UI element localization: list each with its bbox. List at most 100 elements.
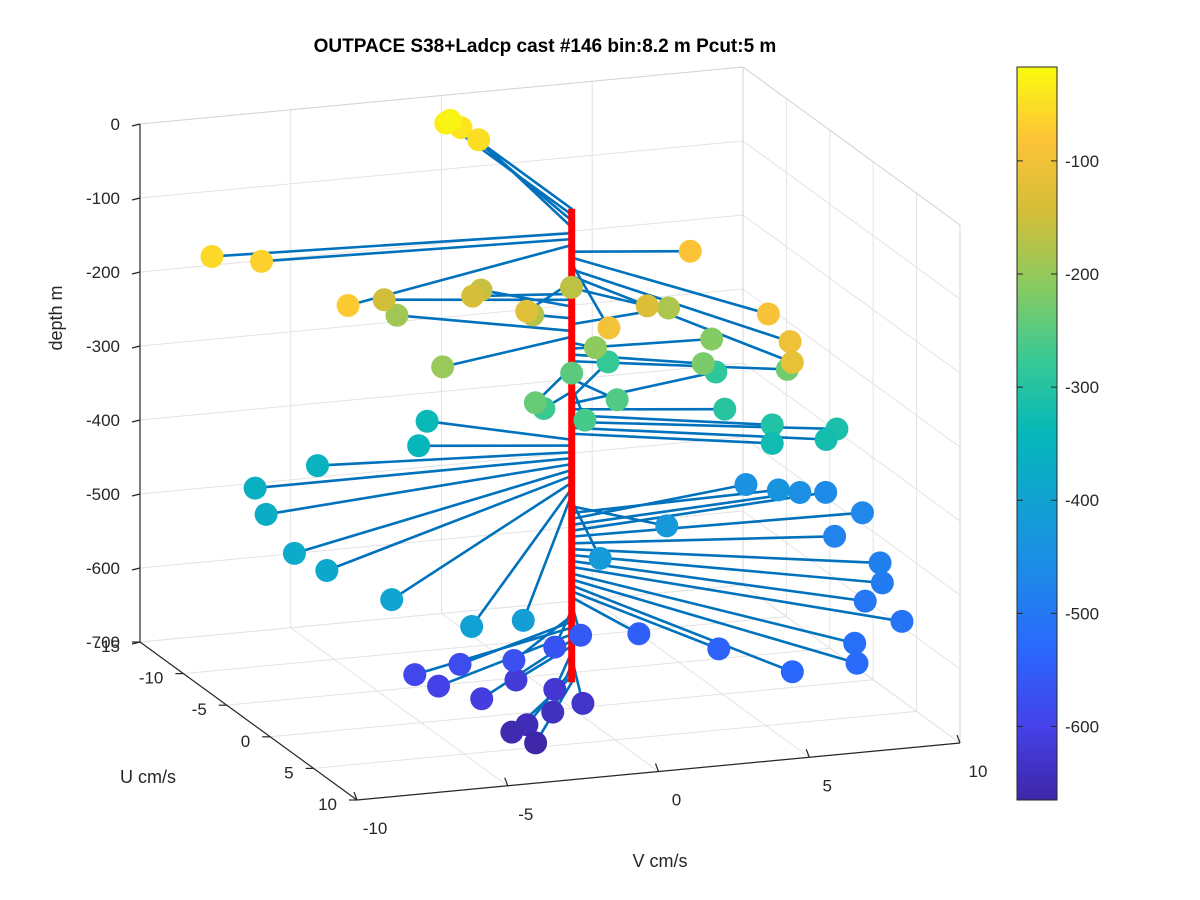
data-point bbox=[788, 481, 812, 504]
velocity-stick bbox=[570, 553, 884, 585]
velocity-stick bbox=[260, 237, 574, 263]
velocity-stick bbox=[570, 426, 828, 441]
data-point bbox=[461, 284, 485, 308]
box-edge-top-side bbox=[742, 66, 961, 226]
data-point bbox=[778, 330, 802, 354]
data-point bbox=[707, 637, 731, 661]
data-point bbox=[504, 668, 528, 692]
data-point bbox=[523, 391, 547, 415]
grid-line-back-z bbox=[139, 436, 744, 495]
y-tick-label: -15 bbox=[95, 637, 120, 656]
data-point bbox=[627, 622, 651, 646]
y-tick-label: 5 bbox=[284, 763, 293, 782]
velocity-stick bbox=[210, 231, 574, 258]
colorbar-tick-label: -600 bbox=[1065, 717, 1099, 736]
data-point bbox=[853, 589, 877, 613]
data-point bbox=[250, 249, 274, 273]
z-tick-label: -400 bbox=[86, 411, 120, 430]
data-point bbox=[543, 677, 567, 701]
data-point bbox=[438, 108, 462, 132]
data-point bbox=[766, 478, 790, 502]
velocity-stick bbox=[570, 595, 641, 636]
velocity-stick bbox=[325, 474, 574, 572]
grid-line-side-z bbox=[742, 214, 961, 374]
data-point bbox=[502, 649, 526, 673]
colorbar-tick-label: -100 bbox=[1065, 152, 1099, 171]
grid-line-side-z bbox=[742, 362, 961, 522]
box-edge-top-back bbox=[139, 66, 744, 125]
data-point bbox=[870, 571, 894, 595]
x-tick-label: 5 bbox=[823, 776, 832, 795]
data-point bbox=[470, 687, 494, 711]
grid-line-side-z bbox=[742, 140, 961, 300]
data-point bbox=[560, 361, 584, 385]
y-tick-label: -10 bbox=[139, 669, 164, 688]
y-axis-label: U cm/s bbox=[120, 767, 176, 787]
velocity-stick bbox=[570, 559, 867, 603]
y-tick-label: -5 bbox=[192, 700, 207, 719]
data-points bbox=[200, 108, 914, 755]
z-tick-mark bbox=[131, 493, 141, 497]
data-point bbox=[655, 514, 679, 538]
grid-line-floor-u bbox=[226, 647, 830, 706]
data-point bbox=[868, 551, 892, 575]
data-point bbox=[691, 352, 715, 376]
z-axis-label: depth m bbox=[46, 285, 66, 350]
data-point bbox=[380, 588, 404, 612]
velocity-stick bbox=[570, 274, 794, 364]
data-point bbox=[305, 454, 329, 478]
data-point bbox=[254, 502, 278, 526]
data-point bbox=[657, 296, 681, 320]
z-tick-mark bbox=[131, 419, 141, 423]
colorbar-tick-label: -200 bbox=[1065, 265, 1099, 284]
data-point bbox=[700, 327, 724, 351]
data-point bbox=[500, 720, 524, 744]
data-point bbox=[713, 397, 737, 421]
x-tick-label: -5 bbox=[518, 805, 533, 824]
z-tick-label: -200 bbox=[86, 263, 120, 282]
z-tick-label: -600 bbox=[86, 559, 120, 578]
data-point bbox=[467, 128, 491, 152]
grid-line-back-z bbox=[139, 140, 744, 199]
z-tick-mark bbox=[131, 345, 141, 349]
velocity-stick bbox=[395, 313, 574, 333]
y-tick-label: 0 bbox=[241, 732, 250, 751]
x-axis-label: V cm/s bbox=[632, 851, 687, 871]
data-point bbox=[336, 293, 360, 317]
data-point bbox=[243, 476, 267, 500]
data-point bbox=[460, 615, 484, 639]
x-tick-mark bbox=[805, 749, 810, 758]
data-point bbox=[372, 288, 396, 312]
z-tick-label: -500 bbox=[86, 485, 120, 504]
data-point bbox=[524, 731, 548, 755]
velocity-stick bbox=[570, 578, 859, 665]
data-point bbox=[760, 413, 784, 437]
data-point bbox=[890, 609, 914, 633]
data-point bbox=[407, 434, 431, 458]
data-point bbox=[200, 245, 224, 269]
data-point bbox=[780, 660, 804, 684]
data-point bbox=[843, 631, 867, 655]
velocity-stick bbox=[570, 547, 882, 565]
data-point bbox=[415, 409, 439, 433]
data-point bbox=[569, 623, 593, 647]
z-tick-label: 0 bbox=[111, 115, 120, 134]
data-point bbox=[780, 350, 804, 374]
velocity-stick bbox=[477, 138, 574, 229]
data-point bbox=[571, 691, 595, 715]
x-tick-label: -10 bbox=[363, 819, 388, 838]
velocity-stick bbox=[316, 450, 574, 467]
grid-line-floor-u bbox=[270, 679, 874, 738]
z-tick-label: -100 bbox=[86, 189, 120, 208]
z-tick-mark bbox=[131, 197, 141, 201]
data-point bbox=[814, 480, 838, 504]
y-axis-line bbox=[139, 641, 358, 801]
data-point bbox=[427, 674, 451, 698]
velocity-stick bbox=[570, 256, 770, 316]
velocity-stick bbox=[470, 487, 574, 628]
colorbar-tick-label: -400 bbox=[1065, 491, 1099, 510]
data-point bbox=[448, 652, 472, 676]
colorbar-tick-label: -300 bbox=[1065, 378, 1099, 397]
velocity-stick bbox=[570, 262, 611, 330]
grid-line-back-z bbox=[139, 214, 744, 273]
